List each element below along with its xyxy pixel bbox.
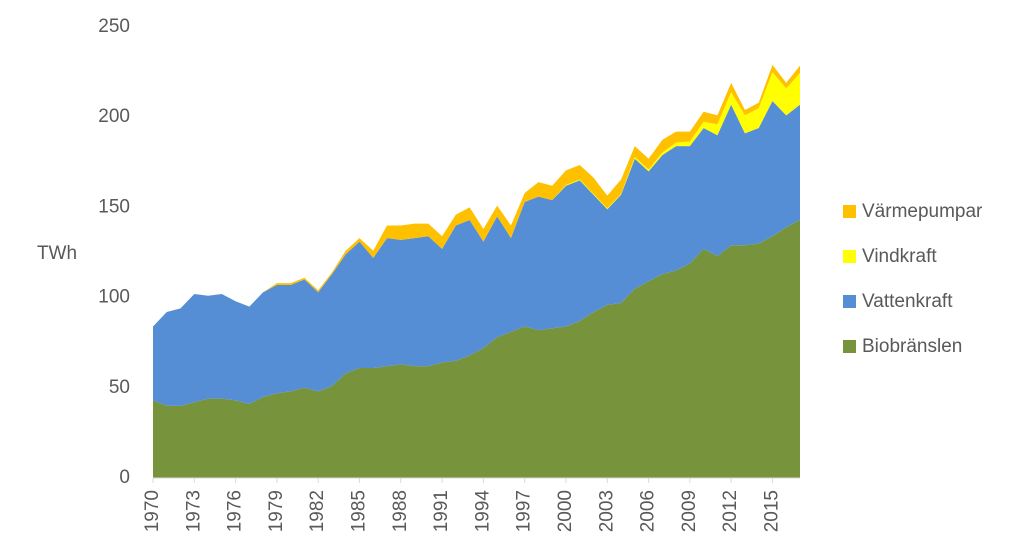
- x-tick-label: 2003: [596, 490, 617, 532]
- y-tick-label: 250: [98, 16, 130, 37]
- legend-swatch: [843, 250, 856, 263]
- x-tick-label: 1973: [183, 490, 204, 532]
- area: [153, 100, 800, 406]
- x-tick-label: 2000: [555, 490, 576, 532]
- legend-swatch: [843, 340, 856, 353]
- legend-label: Vattenkraft: [862, 291, 953, 312]
- x-tick-label: 1997: [514, 490, 535, 532]
- legend-label: Vindkraft: [862, 246, 937, 267]
- x-tick-label: 1979: [266, 490, 287, 532]
- x-tick-label: 1994: [472, 490, 493, 533]
- y-tick-label: 50: [109, 377, 130, 398]
- legend-swatch: [843, 205, 856, 218]
- x-tick-label: 1988: [390, 490, 411, 532]
- y-tick-label: 0: [119, 467, 130, 488]
- area: [153, 220, 800, 478]
- x-tick-label: 1982: [307, 490, 328, 532]
- legend-swatch: [843, 295, 856, 308]
- x-tick-label: 2012: [720, 490, 741, 532]
- area: [153, 64, 800, 327]
- x-tick-label: 1985: [349, 490, 370, 532]
- legend-label: Värmepumpar: [862, 201, 983, 222]
- x-tick-label: 1976: [225, 490, 246, 532]
- legend-label: Biobränslen: [862, 336, 962, 357]
- y-axis-label: TWh: [37, 243, 77, 264]
- x-tick-label: 1970: [142, 490, 163, 532]
- x-tick-label: 2015: [761, 490, 782, 532]
- x-tick-label: 2006: [638, 490, 659, 532]
- y-tick-label: 150: [98, 196, 130, 217]
- x-tick-label: 2009: [679, 490, 700, 532]
- y-tick-label: 200: [98, 106, 130, 127]
- y-tick-label: 100: [98, 287, 130, 308]
- x-tick-label: 1991: [431, 490, 452, 532]
